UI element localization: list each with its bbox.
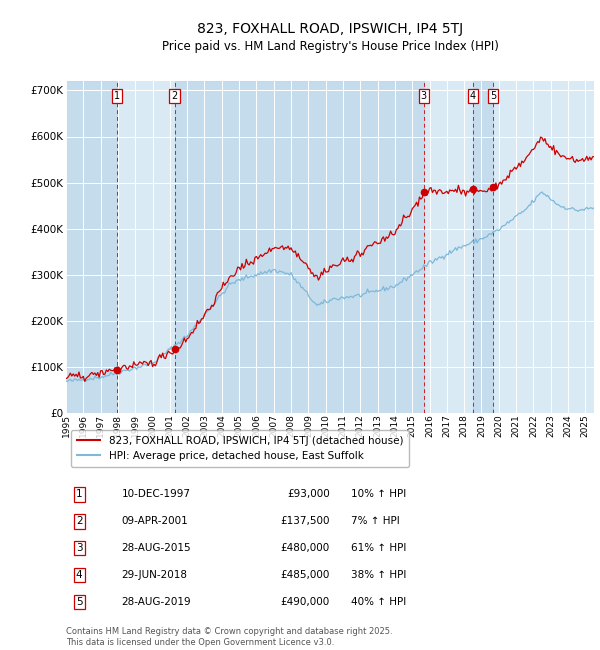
Text: 29-JUN-2018: 29-JUN-2018: [121, 570, 187, 580]
Text: 09-APR-2001: 09-APR-2001: [121, 516, 188, 526]
Text: 3: 3: [421, 91, 427, 101]
Text: 2: 2: [76, 516, 83, 526]
Text: 61% ↑ HPI: 61% ↑ HPI: [351, 543, 406, 553]
Text: 5: 5: [76, 597, 83, 607]
Text: 7% ↑ HPI: 7% ↑ HPI: [351, 516, 400, 526]
Legend: 823, FOXHALL ROAD, IPSWICH, IP4 5TJ (detached house), HPI: Average price, detach: 823, FOXHALL ROAD, IPSWICH, IP4 5TJ (det…: [71, 430, 409, 467]
Text: 823, FOXHALL ROAD, IPSWICH, IP4 5TJ: 823, FOXHALL ROAD, IPSWICH, IP4 5TJ: [197, 22, 463, 36]
Text: £480,000: £480,000: [281, 543, 330, 553]
Text: Price paid vs. HM Land Registry's House Price Index (HPI): Price paid vs. HM Land Registry's House …: [161, 40, 499, 53]
Text: 4: 4: [76, 570, 83, 580]
Text: 2: 2: [172, 91, 178, 101]
Text: 10% ↑ HPI: 10% ↑ HPI: [351, 489, 406, 499]
Bar: [473, 81, 493, 413]
Text: 10-DEC-1997: 10-DEC-1997: [121, 489, 190, 499]
Text: 40% ↑ HPI: 40% ↑ HPI: [351, 597, 406, 607]
Text: 3: 3: [76, 543, 83, 553]
Text: £137,500: £137,500: [281, 516, 330, 526]
Text: 1: 1: [114, 91, 120, 101]
Text: 28-AUG-2015: 28-AUG-2015: [121, 543, 191, 553]
Text: £93,000: £93,000: [287, 489, 330, 499]
Text: £490,000: £490,000: [281, 597, 330, 607]
Text: £485,000: £485,000: [281, 570, 330, 580]
Text: 28-AUG-2019: 28-AUG-2019: [121, 597, 191, 607]
Text: Contains HM Land Registry data © Crown copyright and database right 2025.
This d: Contains HM Land Registry data © Crown c…: [66, 627, 392, 647]
Bar: [66, 81, 117, 413]
Text: 1: 1: [76, 489, 83, 499]
Text: 4: 4: [470, 91, 476, 101]
Text: 38% ↑ HPI: 38% ↑ HPI: [351, 570, 406, 580]
Text: 5: 5: [490, 91, 496, 101]
Bar: [175, 81, 424, 413]
